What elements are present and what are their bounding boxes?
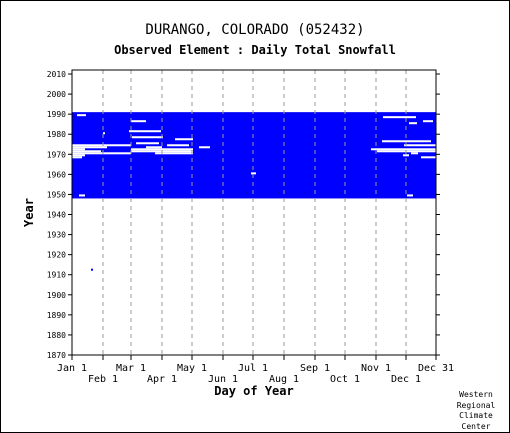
y-tick-label: 1990 (47, 110, 66, 119)
x-tick-label: Oct 1 (330, 374, 360, 385)
x-tick-label: Apr 1 (147, 374, 177, 385)
y-tick-label: 2010 (47, 70, 66, 79)
missing-segment (403, 154, 409, 157)
missing-segment (72, 152, 131, 155)
missing-segment (423, 120, 433, 123)
missing-segment (407, 194, 413, 197)
missing-segment (72, 148, 85, 151)
credit-line: Western (459, 390, 493, 399)
credit-line: Center (461, 421, 491, 431)
missing-segment (72, 154, 85, 157)
missing-segment (175, 138, 193, 141)
missing-segment (77, 114, 86, 117)
missing-segment (79, 194, 85, 197)
y-tick-label: 1900 (47, 291, 66, 300)
missing-segment (155, 152, 193, 155)
x-tick-label: Aug 1 (269, 374, 299, 385)
x-tick-label: Jul 1 (238, 363, 268, 374)
y-tick-label: 1930 (47, 231, 66, 240)
missing-segment (382, 140, 431, 143)
y-tick-label: 1940 (47, 211, 66, 220)
chart-subtitle: Observed Element : Daily Total Snowfall (114, 43, 396, 57)
missing-segment (103, 132, 105, 135)
missing-segment (136, 142, 159, 145)
y-tick-label: 1870 (47, 351, 66, 360)
missing-segment (146, 146, 162, 149)
y-tick-label: 1970 (47, 150, 66, 159)
missing-segment (131, 120, 146, 123)
missing-segment (72, 156, 82, 159)
x-tick-label: Dec 1 (391, 374, 421, 385)
y-tick-label: 1920 (47, 251, 66, 260)
missing-segment (371, 148, 436, 151)
y-tick-label: 1910 (47, 271, 66, 280)
missing-segment (409, 122, 417, 125)
y-tick-label: 1890 (47, 311, 66, 320)
x-tick-label: Nov 1 (361, 363, 391, 374)
y-tick-label: 1980 (47, 130, 66, 139)
missing-segment (72, 144, 131, 147)
x-tick-label: Dec 31 (418, 363, 454, 374)
x-tick-label: Jun 1 (208, 374, 238, 385)
x-tick-label: Feb 1 (88, 374, 118, 385)
credit-line: Regional (456, 400, 496, 410)
missing-segment (131, 148, 193, 151)
credit-block: Western Regional Climate Center (448, 390, 504, 432)
x-tick-label: Mar 1 (116, 363, 146, 374)
missing-segment (421, 156, 436, 159)
data-block (72, 112, 436, 199)
y-tick-label: 2000 (47, 90, 66, 99)
missing-segment (167, 144, 189, 147)
y-tick-label: 1880 (47, 331, 66, 340)
x-axis-label: Day of Year (214, 384, 293, 398)
plot-border (71, 69, 437, 356)
missing-segment (129, 130, 161, 133)
missing-segment (411, 152, 418, 155)
missing-segment (199, 146, 210, 149)
chart-title: DURANGO, COLORADO (052432) (145, 22, 365, 38)
missing-segment (132, 136, 163, 139)
y-axis-label: Year (22, 198, 36, 227)
missing-segment (72, 146, 107, 149)
missing-segment (72, 150, 101, 153)
data-point (91, 268, 93, 271)
x-tick-label: Sep 1 (300, 363, 330, 374)
credit-line: Climate (459, 411, 493, 420)
y-tick-label: 1950 (47, 190, 66, 199)
missing-segment (383, 116, 416, 119)
missing-segment (404, 144, 436, 147)
y-tick-label: 1960 (47, 170, 66, 179)
missing-segment (251, 172, 256, 175)
x-tick-label: Jan 1 (57, 363, 87, 374)
x-tick-label: May 1 (177, 363, 207, 374)
